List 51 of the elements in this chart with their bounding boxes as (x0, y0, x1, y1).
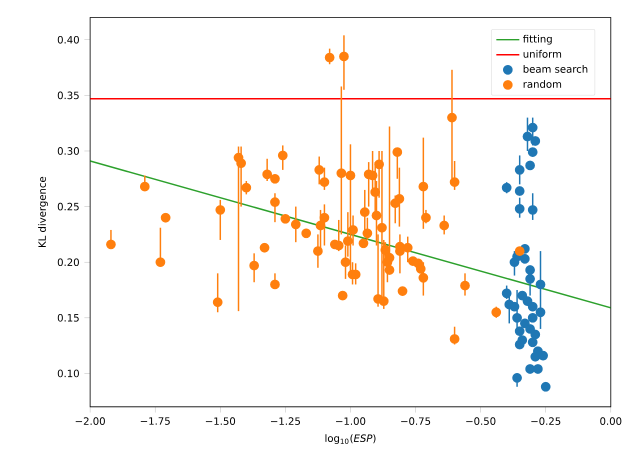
x-tick-label: −0.50 (466, 417, 496, 425)
y-tick-label: 0.10 (58, 370, 79, 378)
point (536, 307, 546, 318)
y-tick-label: 0.20 (58, 258, 79, 266)
legend-label: fitting (522, 34, 552, 45)
point (514, 204, 525, 214)
y-tick-label: 0.15 (58, 314, 79, 322)
y-tick-label: 0.40 (58, 36, 79, 44)
y-tick-label: 0.30 (58, 147, 79, 155)
point (514, 326, 525, 336)
point (525, 364, 535, 374)
point (528, 205, 538, 215)
point (512, 312, 522, 323)
point (510, 302, 520, 312)
point (528, 312, 538, 323)
x-axis-title: log$_{10}$(ESP) (325, 434, 376, 444)
point (525, 274, 535, 284)
point (514, 186, 525, 196)
point (536, 280, 546, 290)
x-tick-label: −1.25 (270, 417, 300, 425)
y-axis-title: KL divergence (38, 176, 48, 247)
point (530, 352, 540, 362)
legend-label: beam search (524, 64, 588, 73)
legend-label: random (524, 80, 562, 88)
point (514, 340, 525, 350)
point (522, 132, 532, 142)
point (525, 265, 535, 275)
point (540, 382, 551, 392)
point (530, 330, 540, 340)
y-tick-label: 0.35 (58, 91, 79, 100)
legend-label: uniform (524, 50, 562, 58)
point (528, 337, 538, 348)
point (533, 364, 543, 374)
point (525, 160, 535, 170)
point (512, 372, 522, 383)
point (538, 350, 548, 360)
point (528, 147, 538, 157)
point (520, 254, 530, 264)
point (517, 290, 528, 300)
x-tick-label: −1.75 (140, 417, 170, 425)
y-tick-label: 0.25 (58, 202, 79, 210)
point (530, 136, 540, 146)
x-tick-label: −1.50 (206, 417, 236, 425)
point (528, 122, 538, 132)
x-tick-label: 0.00 (600, 417, 622, 425)
point (514, 164, 525, 175)
x-tick-label: −0.25 (531, 417, 560, 425)
x-tick-label: −2.00 (76, 417, 105, 425)
point (502, 182, 512, 192)
x-tick-label: −1.00 (336, 417, 366, 425)
x-tick-label: −0.75 (401, 417, 430, 425)
